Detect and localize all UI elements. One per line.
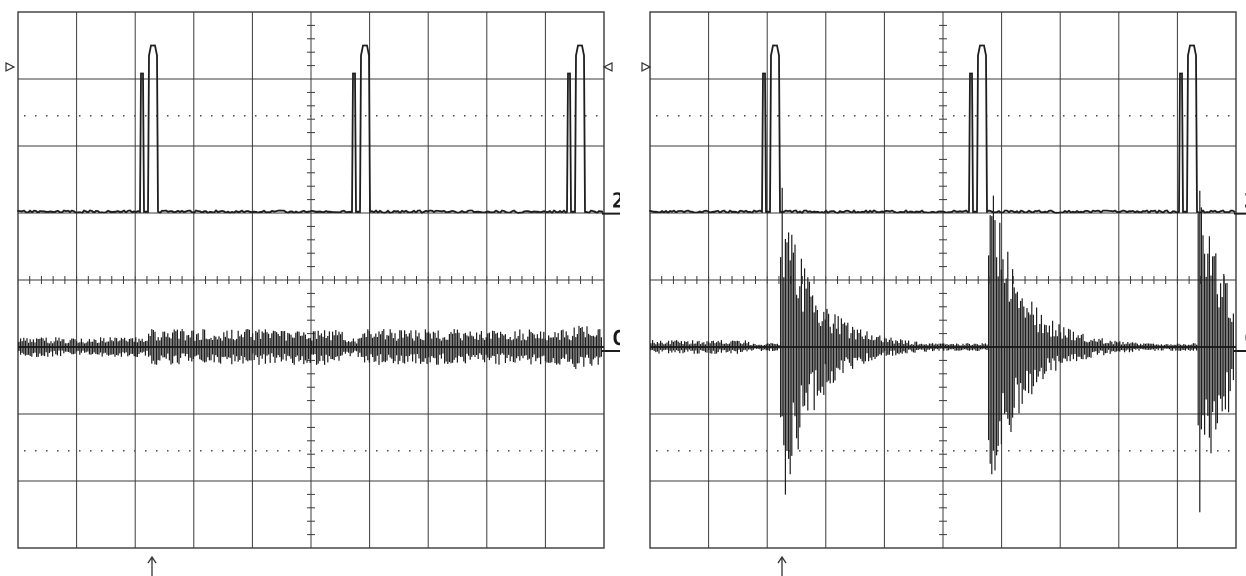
channel-c-label: C <box>1244 326 1246 350</box>
channel-c-label: C <box>612 326 620 350</box>
center-axis-ticks <box>649 11 1237 549</box>
channel-2-label: 2 <box>612 189 620 213</box>
center-axis-ticks <box>17 11 605 549</box>
channel-2-pulse-trace <box>649 44 1236 215</box>
trigger-level-marker-left <box>641 61 652 72</box>
trigger-level-marker-left <box>5 61 16 72</box>
trigger-position-arrow <box>147 555 157 576</box>
channel-c-trace <box>650 187 1236 513</box>
dotted-reference-lines <box>656 115 1230 452</box>
trigger-level-marker-right <box>602 61 613 72</box>
channel-c-trace <box>18 325 604 369</box>
dotted-reference-lines <box>24 115 598 452</box>
trigger-position-arrow <box>777 555 787 576</box>
oscilloscope-panel-right: 2C <box>636 0 1246 576</box>
channel-2-pulse-trace <box>17 44 604 215</box>
scope-screen-left: 2C <box>5 11 620 576</box>
channel-2-label: 2 <box>1244 189 1246 213</box>
scope-screen-right: 2C <box>641 11 1246 576</box>
